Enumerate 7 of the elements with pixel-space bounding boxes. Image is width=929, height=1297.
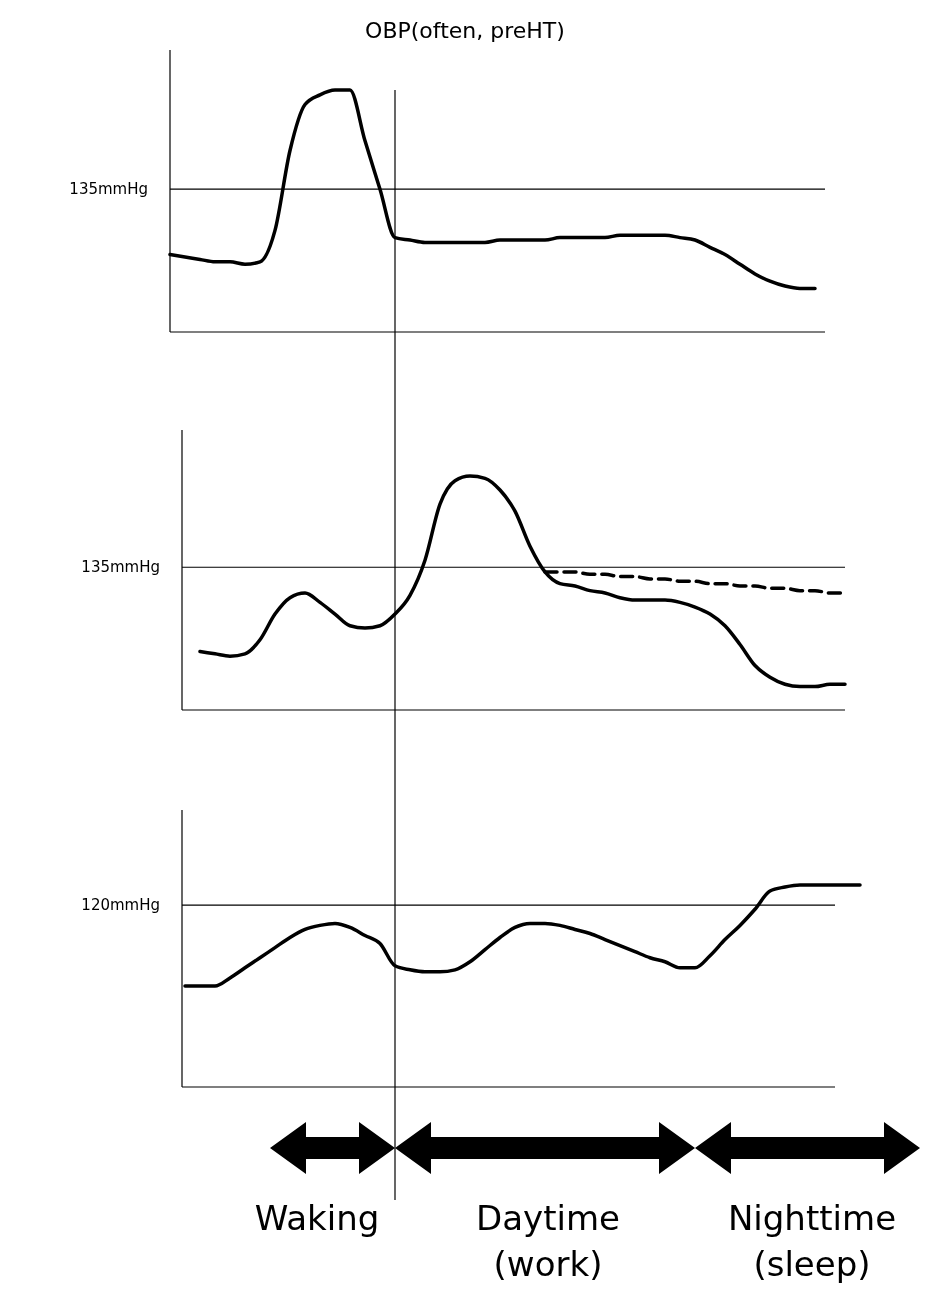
ref-line-label: 120mmHg [81,896,160,915]
chart-title: OBP(often, preHT) [365,18,565,43]
text: Daytime (work) [476,1198,620,1284]
text: Nighttime (sleep) [727,1198,897,1284]
ref-line-label: 135mmHg [69,180,148,199]
ref-line-label: 135mmHg [81,558,160,577]
text: Waking [254,1198,380,1238]
